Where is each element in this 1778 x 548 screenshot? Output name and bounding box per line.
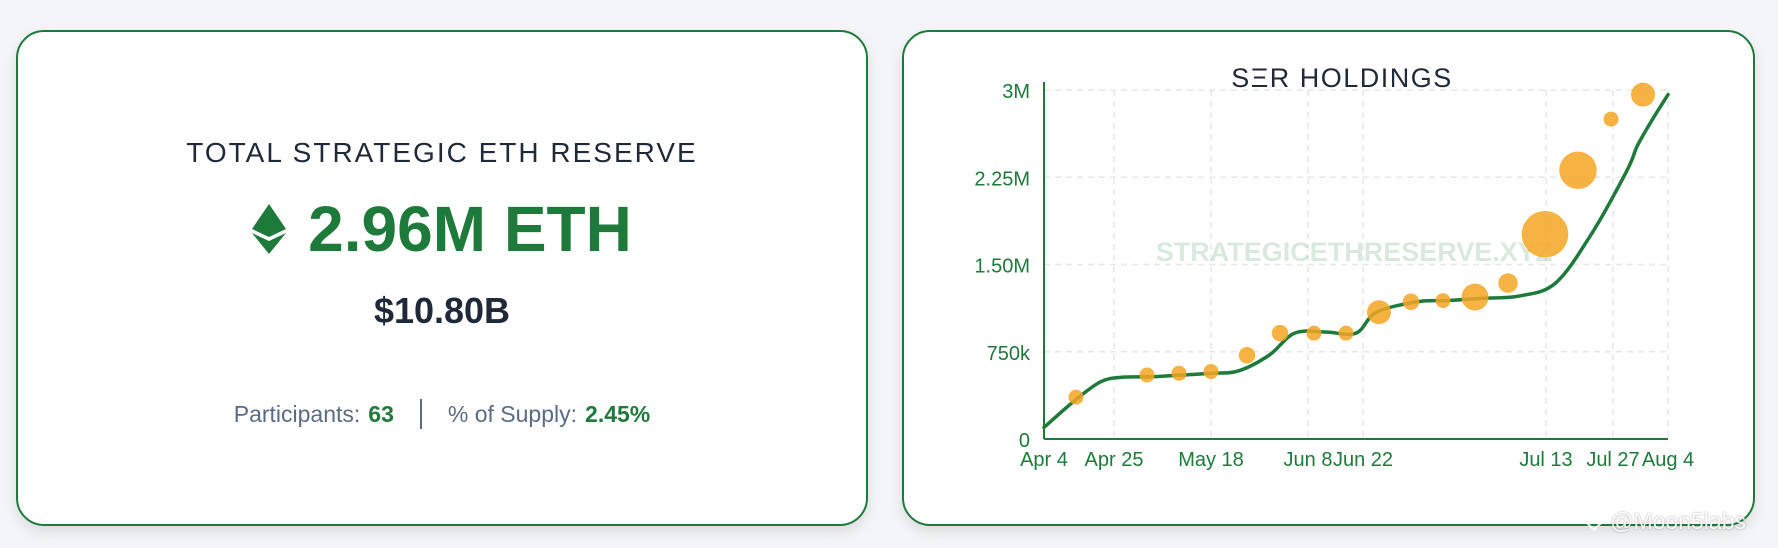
- holdings-marker: [1271, 324, 1289, 342]
- reserve-amount: 2.96M ETH: [308, 193, 632, 265]
- holdings-marker: [1203, 364, 1219, 380]
- holdings-marker: [1306, 325, 1322, 341]
- holdings-marker: [1338, 325, 1354, 341]
- holdings-marker: [1498, 273, 1518, 293]
- credit-watermark: @Moon5labs: [1584, 508, 1746, 535]
- holdings-marker: [1238, 346, 1256, 364]
- chart-title: SΞR HOLDINGS: [1231, 63, 1453, 93]
- holdings-marker: [1068, 389, 1084, 405]
- diamond-icon: [1584, 512, 1604, 531]
- holdings-marker: [1367, 300, 1391, 325]
- y-tick-label: 1.50M: [974, 256, 1030, 278]
- holdings-marker: [1603, 111, 1619, 127]
- stats-divider: [419, 399, 422, 429]
- x-tick-label: Apr 25: [1085, 449, 1144, 471]
- holdings-marker: [1171, 365, 1187, 381]
- supply-value: 2.45%: [585, 400, 651, 427]
- x-tick-label: Aug 4: [1642, 449, 1694, 471]
- x-tick-label: May 18: [1178, 449, 1244, 471]
- reserve-usd-value: $10.80B: [373, 290, 511, 331]
- x-tick-label: Jul 27: [1586, 449, 1639, 471]
- y-tick-label: 2.25M: [974, 168, 1030, 190]
- participants-label: Participants:: [233, 400, 361, 427]
- reserve-stats: Participants: 63 % of Supply: 2.45%: [18, 399, 866, 429]
- reserve-amount-row: 2.96M ETH: [18, 192, 866, 266]
- holdings-marker: [1461, 283, 1489, 311]
- holdings-marker: [1631, 82, 1655, 107]
- holdings-chart: STRATEGICETHRESERVE.XYZ SΞR HOLDINGS 0 750k…: [974, 63, 1694, 471]
- holdings-marker: [1435, 293, 1451, 309]
- x-tick-label: Jun 8: [1284, 449, 1333, 471]
- holdings-marker: [1139, 367, 1155, 383]
- y-tick-label: 3M: [1002, 81, 1030, 103]
- chart-watermark: STRATEGICETHRESERVE.XYZ: [1156, 237, 1553, 267]
- x-tick-label: Jul 13: [1519, 449, 1572, 471]
- y-tick-label: 0: [1019, 430, 1030, 452]
- x-tick-label: Jun 22: [1333, 449, 1393, 471]
- holdings-marker: [1559, 151, 1597, 190]
- holdings-marker: [1521, 211, 1569, 258]
- reserve-summary-card: TOTAL STRATEGIC ETH RESERVE 2.96M ETH $1…: [16, 30, 868, 526]
- holdings-chart-card: STRATEGICETHRESERVE.XYZ SΞR HOLDINGS 0 750k…: [902, 30, 1755, 526]
- participants-value: 63: [368, 400, 394, 427]
- x-tick-label: Apr 4: [1020, 449, 1068, 471]
- y-tick-label: 750k: [987, 343, 1031, 365]
- supply-label: % of Supply:: [447, 400, 578, 427]
- holdings-marker: [1402, 293, 1420, 310]
- ethereum-icon: [252, 204, 287, 254]
- reserve-title: TOTAL STRATEGIC ETH RESERVE: [186, 137, 698, 168]
- credit-text: @Moon5labs: [1610, 508, 1746, 534]
